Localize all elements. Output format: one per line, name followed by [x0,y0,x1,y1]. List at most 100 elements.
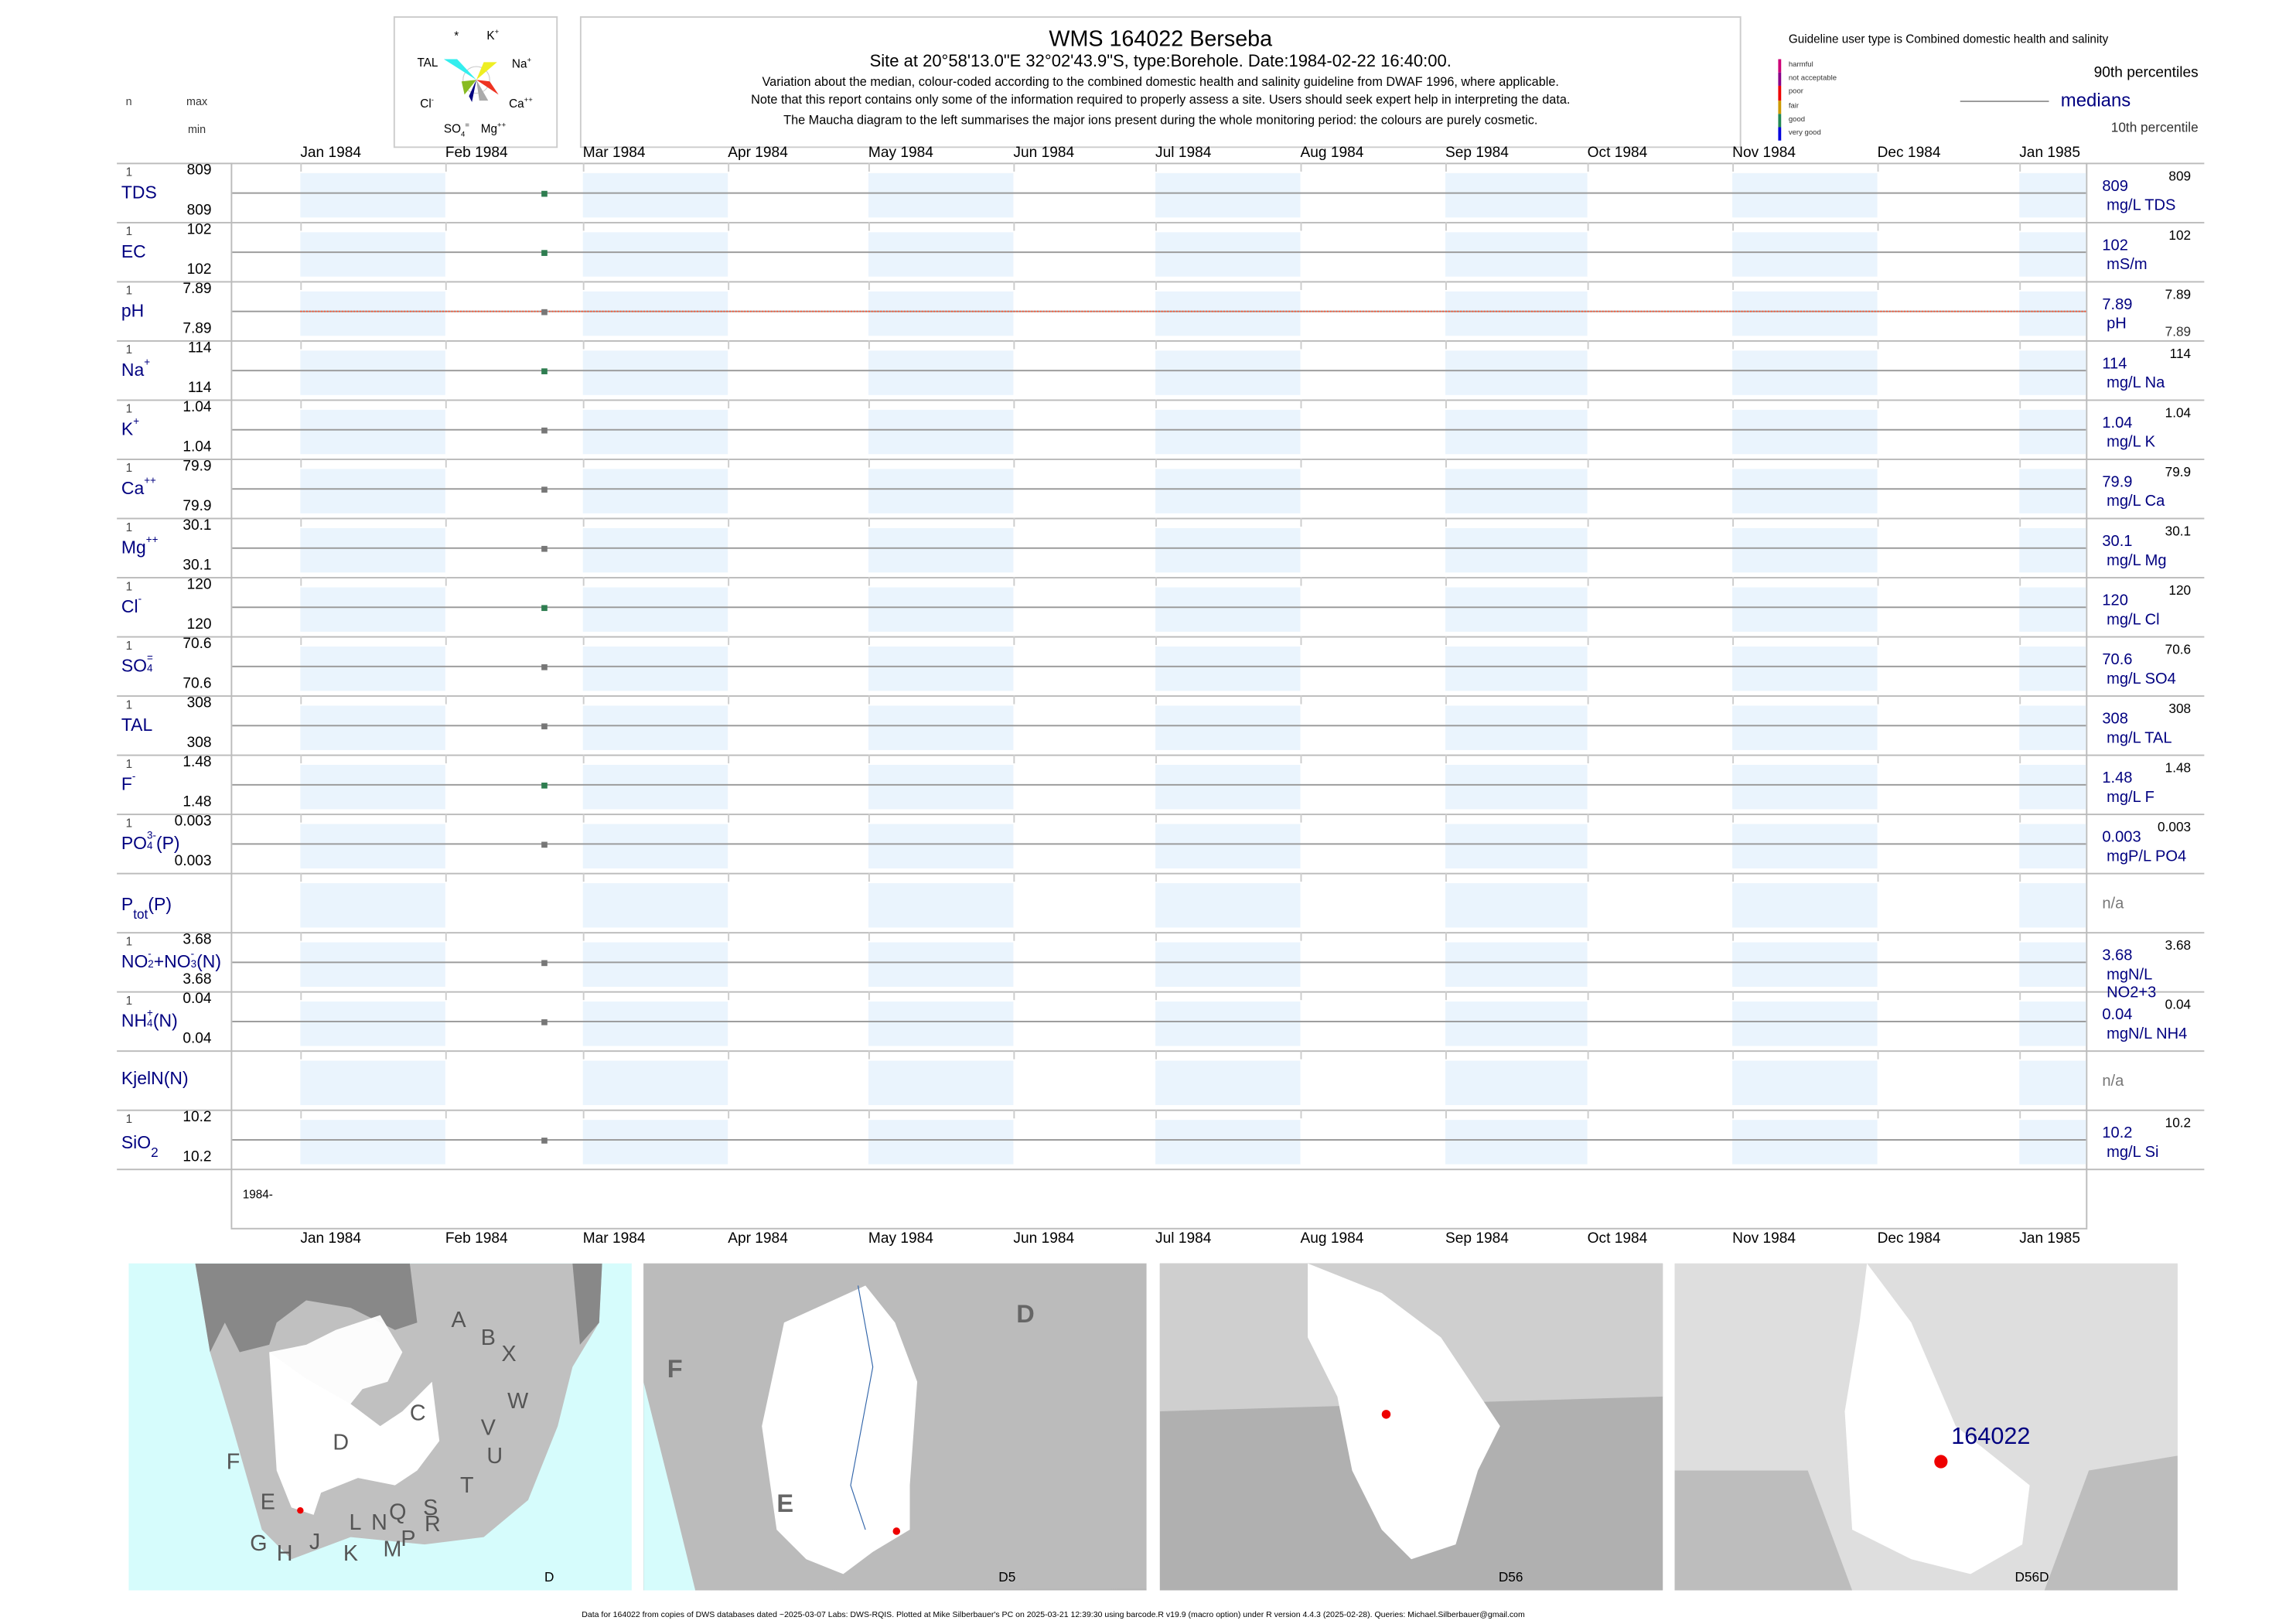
month-tick [1587,991,1589,1001]
month-band [1445,350,1588,395]
month-tick [1155,991,1157,1001]
month-tick [1587,577,1589,586]
month-band [300,291,445,336]
map-region-label: B [480,1325,496,1351]
sample-count: 1 [125,520,133,534]
col-n-header: n [125,94,132,108]
month-tick [728,754,730,764]
na-label: n/a [2102,1072,2124,1090]
month-tick [1155,339,1157,350]
unit-label: mg/L K [2107,433,2156,452]
unit-label: mg/L Na [2107,374,2165,392]
month-tick [868,399,870,408]
sample-count: 1 [125,994,133,1008]
legend-p90: 90th percentiles [2093,65,2199,82]
max-value: 30.1 [183,517,212,534]
month-band [582,824,728,868]
month-label: Feb 1984 [445,1230,508,1247]
month-tick [1587,1050,1589,1059]
month-label: Jan 1985 [2019,1230,2080,1247]
month-band [1732,350,1878,395]
parameter-row-so4: SO = 4 1 70.6 70.6 70.6 mg/L SO4 70.6 [117,636,2205,698]
month-label: Sep 1984 [1445,145,1509,162]
month-tick [582,695,585,705]
parameter-name: KjelN(N) [121,1068,189,1089]
month-tick [1300,577,1302,586]
month-tick [300,932,302,941]
min-value: 120 [186,616,212,633]
map-region-label: D [1016,1300,1035,1329]
month-tick [1155,636,1157,646]
wedge-mg [476,80,489,101]
sample-point [541,782,548,788]
month-tick [582,517,585,527]
parameter-row-nh4: NH +4 (N) 1 0.04 0.04 0.04 mgN/L NH4 0.04 [117,991,2205,1053]
month-tick [1732,1050,1735,1059]
median-line [232,1139,2086,1141]
month-tick [1732,162,1735,172]
median-line [232,725,2086,727]
month-band [1732,469,1878,513]
unit-label: mgN/L NH4 [2107,1025,2188,1043]
maucha-label-mg: Mg++ [480,121,507,136]
month-band [1732,409,1878,455]
month-band [1732,765,1878,810]
month-tick [445,517,447,527]
parameter-row-k: K + 1 1.04 1.04 1.04 mg/L K 1.04 [117,399,2205,460]
month-tick [300,459,302,468]
month-tick [1877,814,1879,823]
map-region-label: T [459,1473,474,1499]
month-tick [1877,872,1879,882]
month-label: Oct 1984 [1587,1230,1648,1247]
month-tick [1877,162,1879,172]
month-tick [1877,281,1879,290]
month-tick [1300,636,1302,646]
p90-value: 1.48 [2165,760,2192,776]
max-value: 809 [186,162,212,179]
month-tick [868,577,870,586]
month-band [1155,646,1301,691]
month-tick [300,636,302,646]
map-region-label: E [776,1489,794,1518]
month-tick [1732,517,1735,527]
min-value: 30.1 [183,558,212,575]
month-tick [1300,814,1302,823]
median-line [232,606,2086,609]
month-band [300,1120,445,1165]
unit-label: mgP/L PO4 [2107,848,2187,866]
month-tick [1300,872,1302,882]
parameter-row-tal: TAL 1 308 308 308 mg/L TAL 308 [117,695,2205,756]
map-region-label: U [486,1444,503,1469]
month-band [582,1060,728,1106]
month-label: Dec 1984 [1877,145,1941,162]
month-band [1732,883,1878,928]
sample-count: 1 [125,1112,133,1126]
unit-label: mg/L Mg [2107,551,2167,570]
month-label: Mar 1984 [582,145,646,162]
month-band [1732,172,1878,218]
month-tick [582,459,585,468]
month-band [1155,1001,1301,1046]
unit-label: mg/L SO4 [2107,670,2176,688]
month-band [1445,469,1588,513]
month-band [2019,1120,2086,1165]
month-tick [2019,1050,2021,1059]
max-value: 308 [186,695,212,712]
month-tick [728,1109,730,1119]
parameter-name: SO = 4 [121,653,153,677]
month-tick [1300,991,1302,1001]
month-tick [1587,162,1589,172]
unit-label: mgN/L NO2+3 [2107,966,2157,1002]
month-tick [868,281,870,290]
month-band [1445,765,1588,810]
month-tick [582,814,585,823]
month-tick [1445,991,1447,1001]
month-band [300,469,445,513]
legend-color-swatch [1778,127,1782,142]
month-tick [1587,636,1589,646]
month-tick [1877,399,1879,408]
sample-point [541,544,548,551]
month-label: Apr 1984 [728,145,788,162]
month-label: May 1984 [868,145,933,162]
